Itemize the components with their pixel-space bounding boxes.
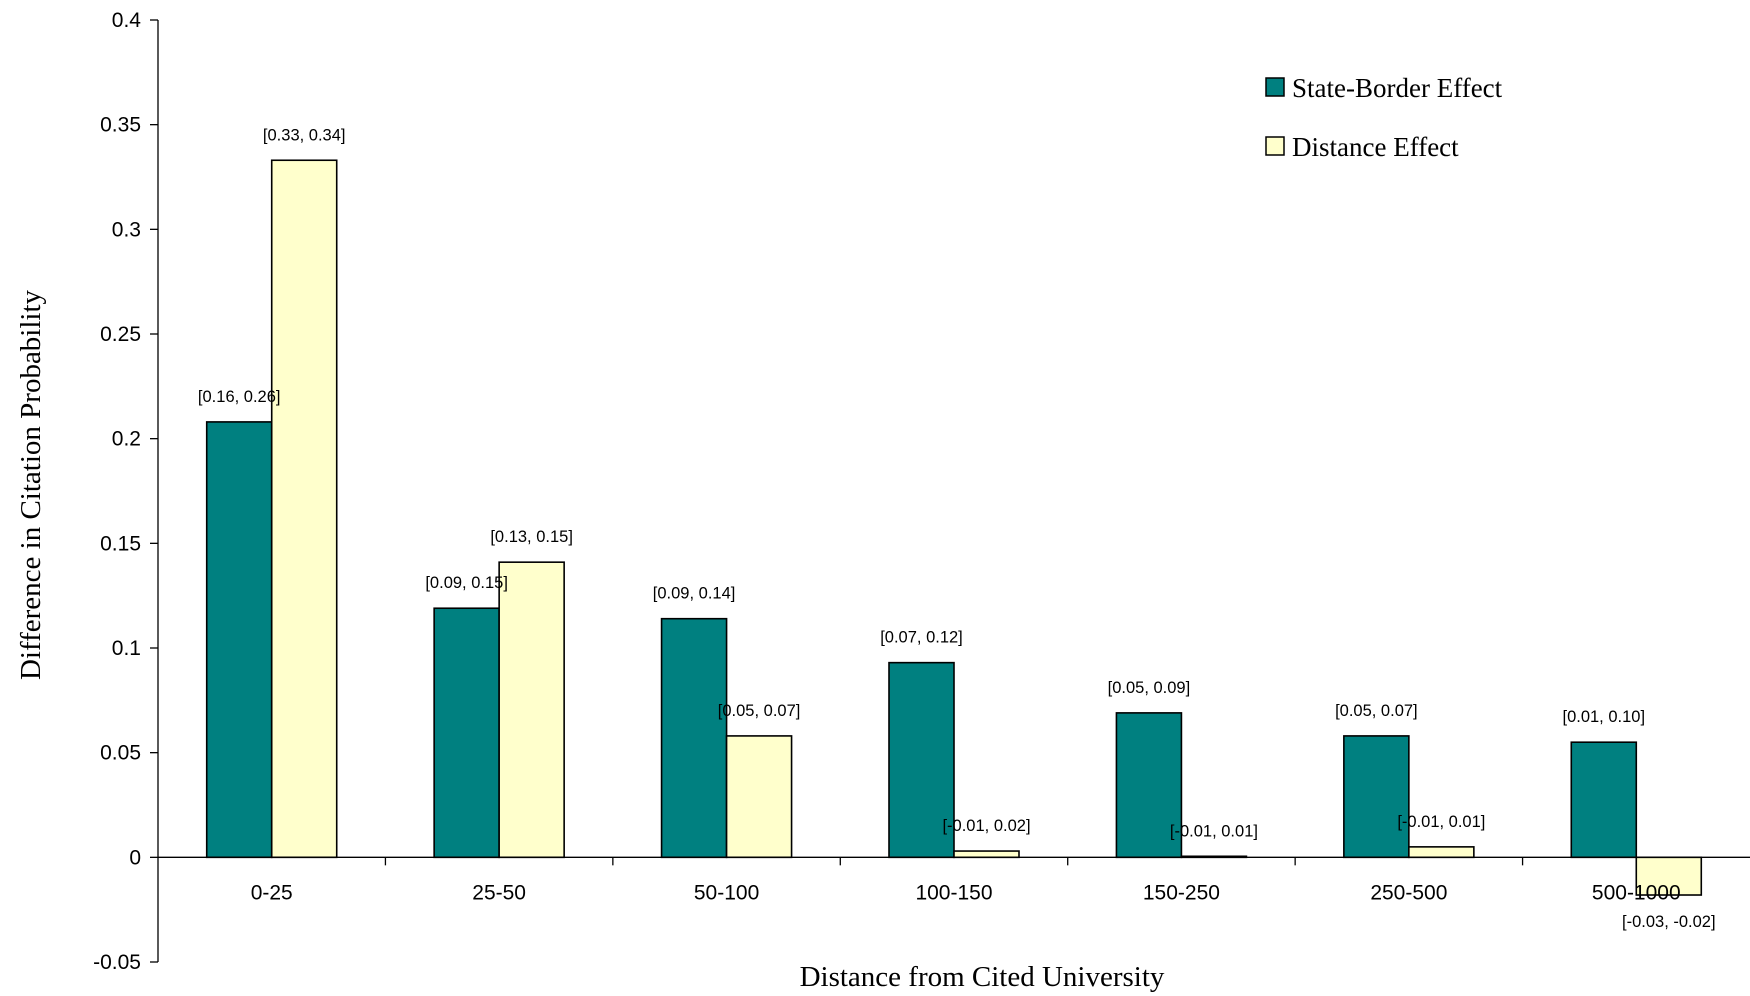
y-tick-label: 0.15 <box>100 532 141 555</box>
x-tick-label: 500-1000 <box>1592 881 1681 904</box>
bar-state-border-500-1000 <box>1570 741 1638 859</box>
bar-distance-0-25 <box>270 159 338 859</box>
x-tick-label: 100-150 <box>915 881 992 904</box>
x-tick-label: 50-100 <box>694 881 759 904</box>
axes-layer: -0.05 0 0.05 0.1 0.15 0.2 0.25 0.3 0.35 0.4 <box>93 9 1750 974</box>
ci-label: [0.09, 0.14] <box>653 585 736 603</box>
legend-label-state-border: State-Border Effect <box>1292 73 1503 103</box>
y-tick-label: 0.4 <box>112 9 142 32</box>
bar-distance-50-100 <box>725 735 793 859</box>
bar-state-border-25-50 <box>433 607 500 859</box>
bars-layer <box>205 159 1703 896</box>
bar-state-border-50-100 <box>660 617 728 859</box>
ci-label: [-0.03, -0.02] <box>1622 913 1716 931</box>
bar-state-border-0-25 <box>205 421 273 859</box>
y-tick-label: 0.3 <box>112 218 141 241</box>
legend: State-Border Effect Distance Effect <box>1265 73 1503 162</box>
x-tick-label: 250-500 <box>1370 881 1447 904</box>
legend-swatch-distance <box>1265 136 1285 156</box>
bar-distance-100-150 <box>953 850 1020 859</box>
bar-state-border-250-500 <box>1343 735 1410 859</box>
y-tick-label: 0.2 <box>112 428 141 451</box>
y-tick-label: 0.25 <box>100 323 141 346</box>
ci-label: [0.13, 0.15] <box>490 528 573 546</box>
ci-label: [0.05, 0.07] <box>718 702 801 720</box>
bar-distance-250-500 <box>1408 846 1475 859</box>
ci-label: [0.05, 0.07] <box>1335 702 1418 720</box>
ci-label: [-0.01, 0.01] <box>1397 813 1485 831</box>
legend-label-distance: Distance Effect <box>1292 132 1459 162</box>
y-tick-label: 0.05 <box>100 742 141 765</box>
ci-label: [0.07, 0.12] <box>880 629 963 647</box>
y-tick-label: 0.1 <box>112 637 141 660</box>
ci-label: [-0.01, 0.02] <box>942 817 1030 835</box>
ci-label: [0.01, 0.10] <box>1562 708 1645 726</box>
ci-label: [0.09, 0.15] <box>425 574 508 592</box>
bar-state-border-100-150 <box>888 661 955 859</box>
ci-label: [-0.01, 0.01] <box>1170 822 1258 840</box>
y-tick-label: 0.35 <box>100 114 141 137</box>
labels-layer: [0.16, 0.26] [0.33, 0.34] 0-25 [0.09, 0.15]… <box>198 126 1716 931</box>
x-tick-label: 25-50 <box>472 881 526 904</box>
bar-distance-25-50 <box>498 561 565 859</box>
y-tick-label: 0 <box>129 846 141 869</box>
bar-distance-500-1000 <box>1635 856 1703 896</box>
bar-state-border-150-250 <box>1115 712 1183 859</box>
x-tick-label: 150-250 <box>1143 881 1220 904</box>
ci-label: [0.16, 0.26] <box>198 388 281 406</box>
ci-label: [0.33, 0.34] <box>263 126 346 144</box>
x-axis-title: Distance from Cited University <box>800 961 1165 993</box>
y-tick-label: -0.05 <box>93 951 141 974</box>
legend-swatch-state-border <box>1265 77 1285 97</box>
ci-label: [0.05, 0.09] <box>1108 679 1191 697</box>
x-tick-label: 0-25 <box>251 881 293 904</box>
y-axis-title: Difference in Citation Probability <box>15 289 47 680</box>
